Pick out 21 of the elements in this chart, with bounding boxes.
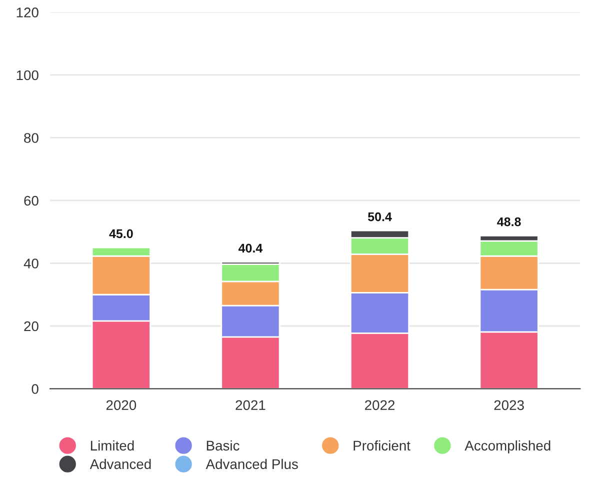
- total-label: 50.4: [368, 212, 392, 222]
- legend-label: Limited: [90, 440, 134, 451]
- y-tick-label: 40: [24, 258, 38, 268]
- legend-label: Accomplished: [464, 440, 550, 454]
- y-tick-label: 80: [24, 133, 38, 143]
- legend-label: Advanced Plus: [206, 458, 298, 470]
- x-tick-label: 2021: [236, 400, 266, 410]
- y-tick-label: 60: [24, 196, 38, 206]
- total-label: 45.0: [109, 229, 133, 238]
- legend-label: Proficient: [354, 440, 410, 451]
- total-label: 40.4: [238, 244, 263, 253]
- legend-label: Advanced: [90, 458, 151, 470]
- legend-label: Basic: [206, 440, 240, 451]
- x-tick-label: 2020: [106, 400, 136, 410]
- x-tick-label: 2022: [365, 400, 395, 410]
- y-tick-label: 20: [24, 321, 38, 332]
- y-tick-label: 100: [16, 70, 38, 80]
- y-tick-label: 120: [16, 8, 38, 18]
- total-label: 48.8: [497, 217, 521, 226]
- y-tick-label: 0: [32, 384, 38, 394]
- x-tick-label: 2023: [494, 400, 524, 410]
